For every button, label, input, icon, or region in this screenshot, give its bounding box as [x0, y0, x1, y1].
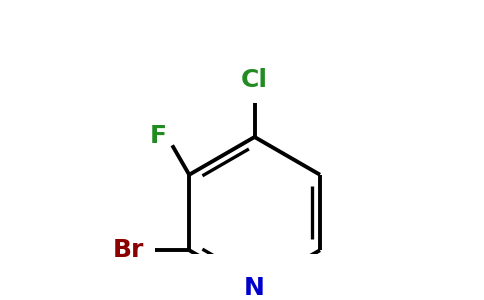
- Text: N: N: [244, 276, 265, 300]
- Text: Br: Br: [113, 238, 144, 262]
- Text: F: F: [150, 124, 166, 148]
- Text: Cl: Cl: [241, 68, 268, 92]
